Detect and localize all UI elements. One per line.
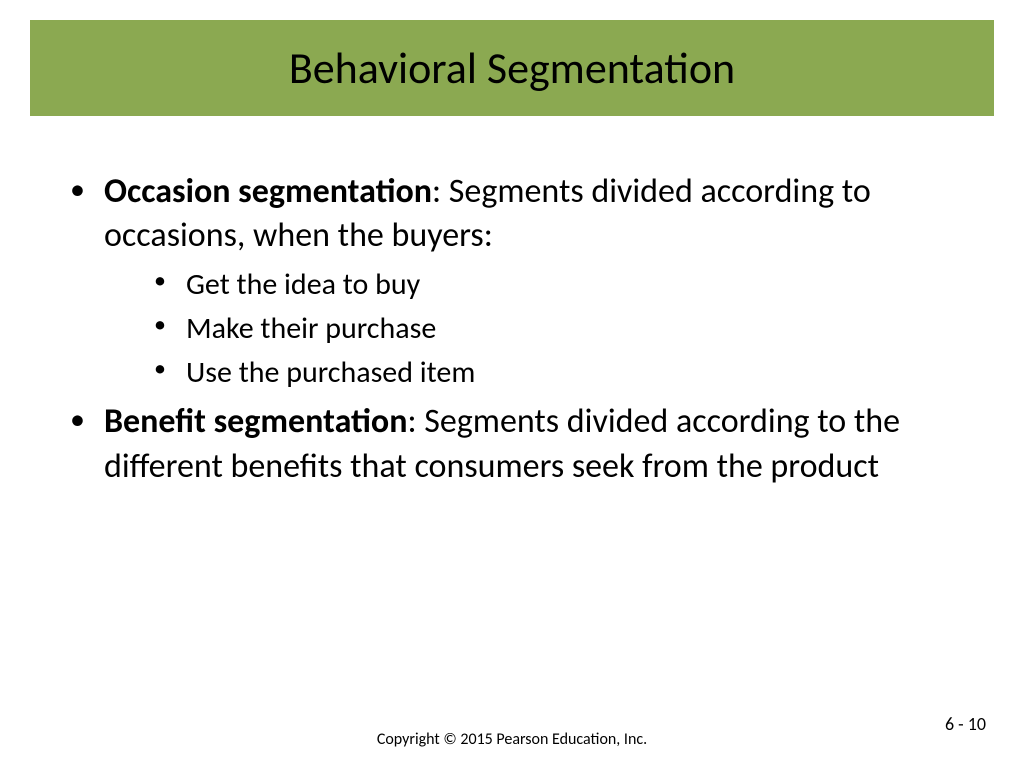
sub-bullet-item: Make their purchase [104, 308, 964, 350]
copyright-text: Copyright © 2015 Pearson Education, Inc. [0, 730, 1024, 749]
bullet-item: Occasion segmentation: Segments divided … [60, 170, 964, 394]
sub-bullet-item: Get the idea to buy [104, 264, 964, 306]
bullet-item: Benefit segmentation: Segments divided a… [60, 400, 964, 488]
sub-bullet-list: Get the idea to buy Make their purchase … [104, 264, 964, 394]
title-bar: Behavioral Segmentation [30, 20, 994, 116]
bullet-bold-lead: Occasion segmentation [104, 171, 432, 212]
page-number: 6 - 10 [945, 713, 986, 735]
slide: Behavioral Segmentation Occasion segment… [0, 0, 1024, 767]
bullet-bold-lead: Benefit segmentation [104, 401, 407, 442]
bullet-list: Occasion segmentation: Segments divided … [60, 170, 964, 489]
slide-title: Behavioral Segmentation [289, 41, 735, 95]
content-area: Occasion segmentation: Segments divided … [60, 170, 964, 495]
sub-bullet-item: Use the purchased item [104, 352, 964, 394]
